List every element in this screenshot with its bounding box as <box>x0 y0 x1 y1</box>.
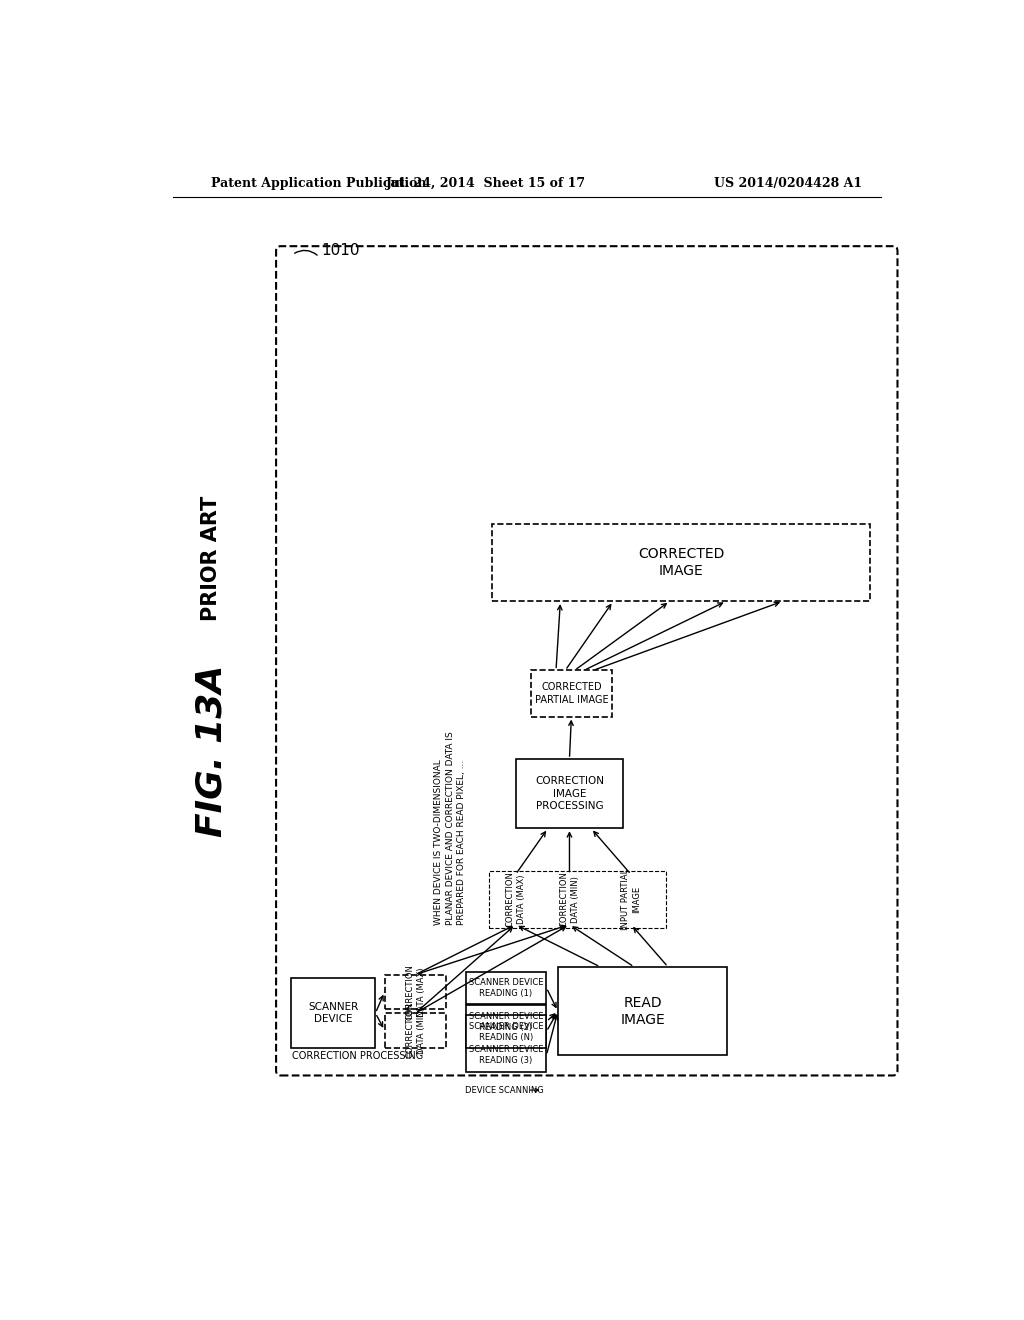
Text: Jul. 24, 2014  Sheet 15 of 17: Jul. 24, 2014 Sheet 15 of 17 <box>386 177 587 190</box>
Text: PRIOR ART: PRIOR ART <box>202 496 221 622</box>
Text: CORRECTED
PARTIAL IMAGE: CORRECTED PARTIAL IMAGE <box>535 682 608 705</box>
FancyBboxPatch shape <box>276 246 897 1076</box>
Text: FIG. 13A: FIG. 13A <box>195 665 228 837</box>
Text: SCANNER
DEVICE: SCANNER DEVICE <box>308 1002 358 1024</box>
Text: SCANNER DEVICE
READING (2): SCANNER DEVICE READING (2) <box>469 1011 543 1032</box>
Text: INPUT PARTIAL
IMAGE: INPUT PARTIAL IMAGE <box>621 869 641 931</box>
Text: CORRECTION
IMAGE
PROCESSING: CORRECTION IMAGE PROCESSING <box>535 776 604 810</box>
Text: SCANNER DEVICE
READING (1): SCANNER DEVICE READING (1) <box>469 978 543 998</box>
Bar <box>466 1015 547 1048</box>
Text: WHEN DEVICE IS TWO-DIMENSIONAL
PLANAR DEVICE AND CORRECTION DATA IS
PREPARED FOR: WHEN DEVICE IS TWO-DIMENSIONAL PLANAR DE… <box>434 731 466 925</box>
Bar <box>493 524 869 601</box>
Text: SCANNER DEVICE
READING (N): SCANNER DEVICE READING (N) <box>469 1022 543 1041</box>
Bar <box>604 875 658 924</box>
Bar <box>291 978 376 1048</box>
Text: CORRECTION
DATA (MIN): CORRECTION DATA (MIN) <box>559 871 580 928</box>
Text: US 2014/0204428 A1: US 2014/0204428 A1 <box>714 177 862 190</box>
Bar <box>493 875 539 924</box>
Text: CORRECTION
DATA (MAX): CORRECTION DATA (MAX) <box>506 871 525 928</box>
Text: CORRECTION
DATA (MIN): CORRECTION DATA (MIN) <box>406 1002 426 1059</box>
Bar <box>385 974 446 1010</box>
Bar <box>515 759 624 829</box>
Text: DEVICE SCANNING: DEVICE SCANNING <box>465 1085 544 1094</box>
Bar <box>531 671 611 717</box>
Bar <box>466 1006 547 1038</box>
Bar <box>466 972 547 1003</box>
Bar <box>558 968 727 1056</box>
Text: CORRECTED
IMAGE: CORRECTED IMAGE <box>638 546 724 578</box>
Bar <box>466 1039 547 1072</box>
Text: 1010: 1010 <box>322 243 360 259</box>
Text: CORRECTION
DATA (MAX): CORRECTION DATA (MAX) <box>406 964 426 1020</box>
Text: CORRECTION PROCESSING: CORRECTION PROCESSING <box>292 1051 424 1061</box>
Bar <box>488 871 666 928</box>
Text: Patent Application Publication: Patent Application Publication <box>211 177 427 190</box>
Text: READ
IMAGE: READ IMAGE <box>621 995 665 1027</box>
Bar <box>547 875 593 924</box>
Text: SCANNER DEVICE
READING (3): SCANNER DEVICE READING (3) <box>469 1045 543 1065</box>
Bar <box>385 1014 446 1048</box>
